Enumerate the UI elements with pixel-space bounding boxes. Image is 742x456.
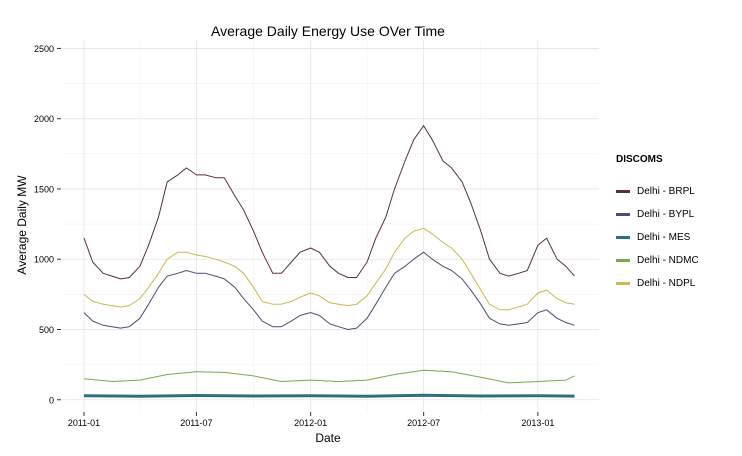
y-axis-ticks: 0 500 1000 1500 2000 2500	[34, 44, 61, 405]
legend-title: DISCOMS	[616, 154, 663, 165]
legend-item: Delhi - MES	[616, 226, 699, 249]
series-line-delhi-brpl	[83, 125, 575, 280]
series-line-delhi-mes	[83, 393, 575, 398]
x-tick-label: 2012-01	[294, 418, 327, 428]
x-tick-label: 2013-01	[521, 418, 554, 428]
legend-items: Delhi - BRPL Delhi - BYPL Delhi - MES Delhi…	[616, 180, 699, 295]
series-line-delhi-ndmc	[83, 369, 575, 384]
y-tick-label: 0	[49, 395, 54, 405]
x-tick-label: 2012-07	[407, 418, 440, 428]
legend-item: Delhi - NDMC	[616, 249, 699, 272]
legend-key-swatch	[616, 213, 630, 216]
x-axis-ticks: 2011-01 2011-07 2012-01 2012-07 2013-01	[68, 412, 554, 428]
y-tick-label: 1500	[34, 184, 54, 194]
legend: DISCOMS Delhi - BRPL Delhi - BYPL Delhi - …	[616, 154, 699, 295]
y-tick-label: 1000	[34, 255, 54, 265]
y-axis-label: Average Daily MW	[15, 175, 29, 275]
x-tick-label: 2011-01	[68, 418, 100, 428]
x-axis-label: Date	[315, 431, 341, 445]
y-tick-label: 500	[39, 325, 54, 335]
legend-label: Delhi - NDMC	[637, 255, 699, 266]
y-tick-label: 2000	[34, 114, 54, 124]
legend-item: Delhi - BRPL	[616, 180, 699, 203]
series-line-delhi-bypl	[83, 251, 575, 330]
legend-label: Delhi - BRPL	[637, 186, 695, 197]
legend-label: Delhi - MES	[637, 232, 691, 243]
gridlines	[62, 40, 599, 411]
legend-key-swatch	[616, 282, 630, 285]
legend-key-swatch	[616, 259, 630, 262]
legend-label: Delhi - BYPL	[637, 209, 695, 220]
plot-panel	[62, 40, 599, 411]
chart-title: Average Daily Energy Use OVer Time	[211, 23, 445, 39]
legend-label: Delhi - NDPL	[637, 278, 696, 289]
y-tick-label: 2500	[34, 44, 54, 54]
series-layer	[83, 125, 575, 398]
legend-key-swatch	[616, 190, 630, 193]
series-line-delhi-ndpl	[83, 227, 575, 311]
legend-key-swatch	[616, 236, 630, 239]
legend-item: Delhi - NDPL	[616, 272, 699, 295]
x-tick-label: 2011-07	[180, 418, 212, 428]
legend-item: Delhi - BYPL	[616, 203, 699, 226]
